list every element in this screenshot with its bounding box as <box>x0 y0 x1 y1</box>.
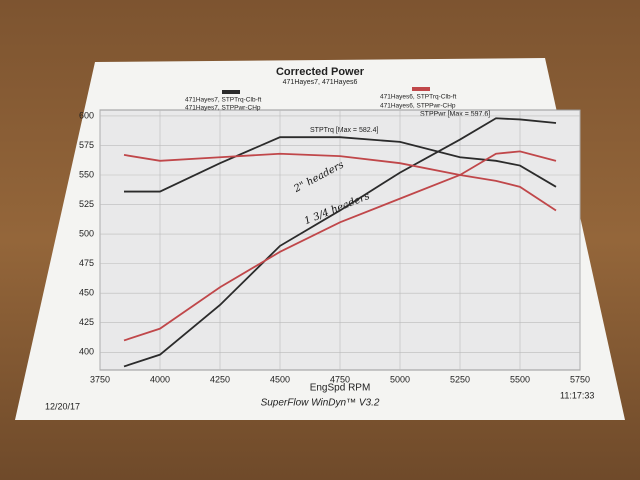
x-tick-label: 4500 <box>270 374 290 384</box>
legend-swatch <box>222 90 240 94</box>
legend-label: 471Hayes7, STPPwr-CHp <box>185 105 261 112</box>
x-tick-label: 4250 <box>210 374 230 384</box>
legend-label: 471Hayes7, STPTrq-Clb-ft <box>185 97 262 104</box>
annotation: STPPwr [Max = 597.6] <box>420 111 490 118</box>
y-tick-label: 475 <box>79 258 94 268</box>
series-line <box>123 117 557 368</box>
x-tick-label: 5250 <box>450 374 470 384</box>
y-tick-label: 525 <box>79 199 94 209</box>
legend-label: 471Hayes6, STPTrq-Clb-ft <box>380 94 457 101</box>
x-tick-label: 5500 <box>510 374 530 384</box>
series-line <box>123 152 557 212</box>
y-tick-label: 400 <box>79 347 94 357</box>
y-tick-label: 575 <box>79 140 94 150</box>
series-line <box>124 136 557 193</box>
x-tick-label: 4750 <box>330 374 350 384</box>
y-tick-label: 550 <box>79 169 94 179</box>
legend-swatch <box>412 87 430 91</box>
annotation: STPTrq [Max = 582.4] <box>310 127 378 134</box>
y-tick-label: 600 <box>79 110 94 120</box>
y-tick-label: 500 <box>79 228 94 238</box>
chart-title: Corrected Power <box>276 66 365 78</box>
x-tick-label: 5000 <box>390 374 410 384</box>
x-tick-label: 3750 <box>90 374 110 384</box>
series-line <box>123 150 557 342</box>
y-tick-label: 450 <box>79 288 94 298</box>
date: 12/20/17 <box>45 401 80 411</box>
x-tick-label: 5750 <box>570 374 590 384</box>
x-axis-label: EngSpd RPM <box>310 383 371 394</box>
chart-subtitle: 471Hayes7, 471Hayes6 <box>283 79 358 86</box>
y-tick-label: 425 <box>79 317 94 327</box>
x-tick-label: 4000 <box>150 374 170 384</box>
footer: SuperFlow WinDyn™ V3.2 <box>261 398 380 409</box>
time: 11:17:33 <box>560 390 594 400</box>
legend-label: 471Hayes6, STPPwr-CHp <box>380 103 456 110</box>
